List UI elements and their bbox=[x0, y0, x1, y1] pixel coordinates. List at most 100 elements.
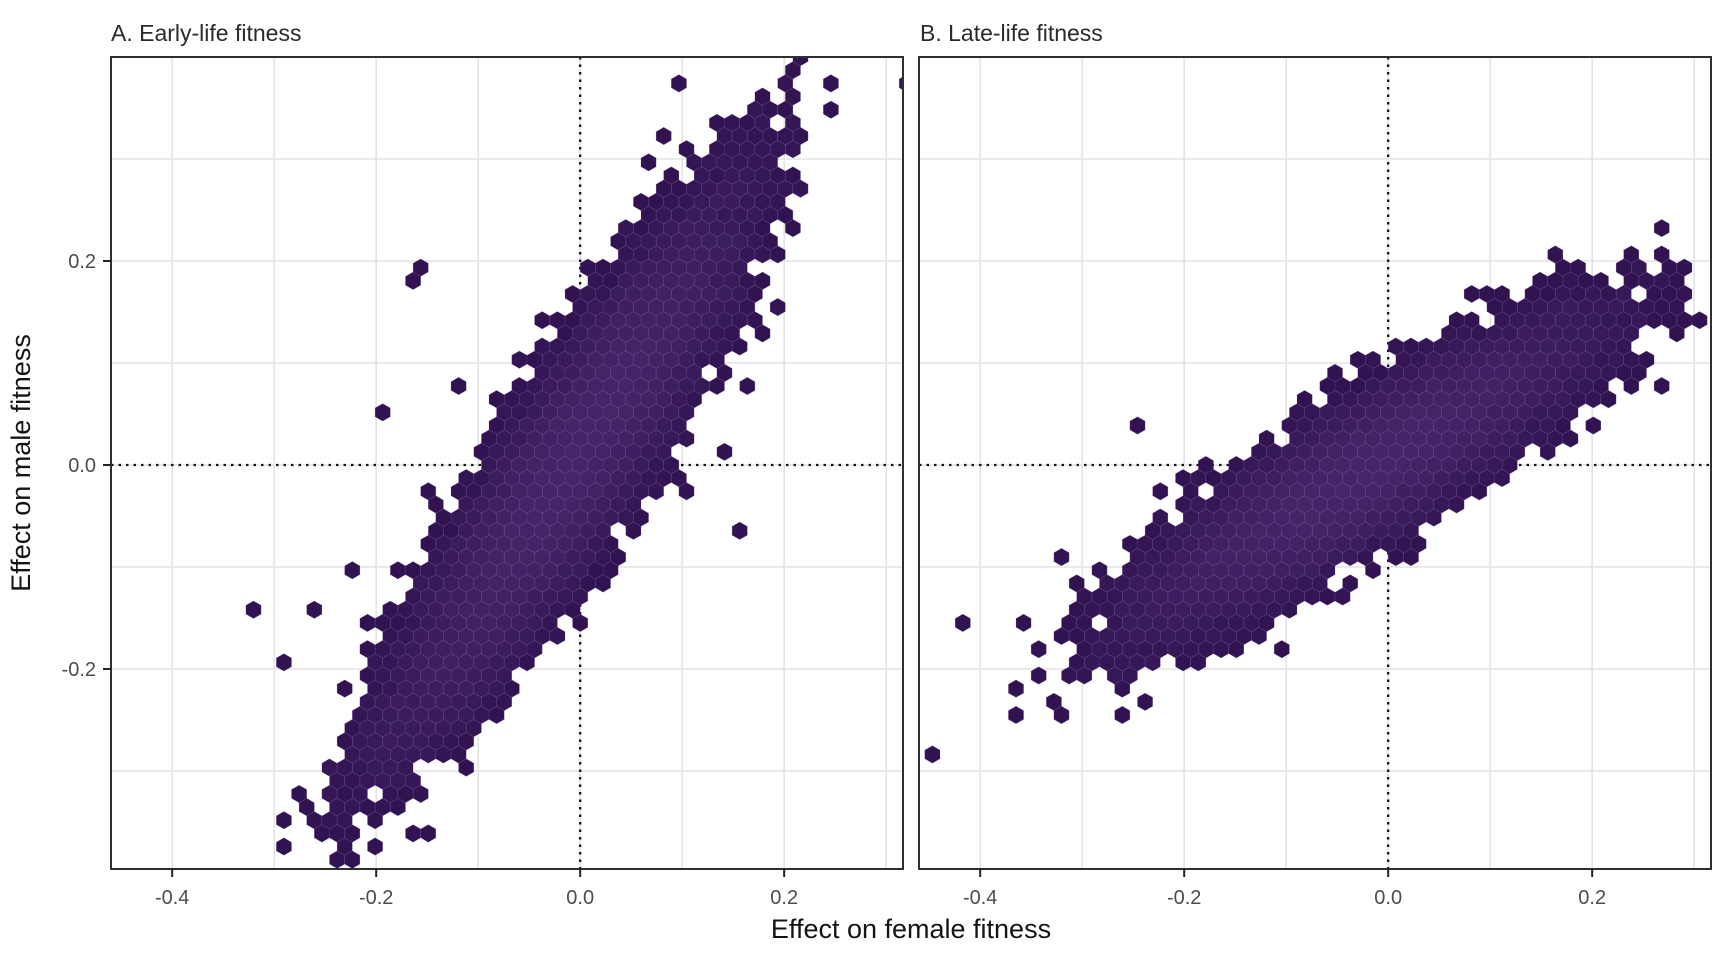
hex-cell bbox=[625, 468, 642, 488]
hex-cell bbox=[1380, 534, 1397, 554]
hex-cell bbox=[1547, 350, 1564, 369]
hex-cell bbox=[1433, 337, 1450, 356]
hex-cell bbox=[746, 126, 763, 146]
hex-cell bbox=[359, 639, 376, 659]
hex-cell bbox=[708, 139, 725, 159]
hex-cell bbox=[640, 284, 657, 304]
hex-cell bbox=[412, 784, 429, 804]
hex-cell bbox=[1395, 350, 1412, 369]
panel-border bbox=[110, 56, 904, 870]
y-axis-title: Effect on male fitness bbox=[6, 334, 36, 592]
hex-cell bbox=[670, 179, 687, 198]
hex-cell bbox=[275, 653, 292, 672]
hex-cell bbox=[1152, 482, 1169, 501]
hex-cell bbox=[1592, 350, 1609, 369]
hex-cell bbox=[678, 218, 695, 238]
hex-cell bbox=[633, 192, 649, 212]
hex-cell bbox=[1281, 600, 1298, 619]
hex-cell bbox=[822, 100, 839, 119]
hex-cell bbox=[443, 521, 459, 540]
hex-cell bbox=[1235, 626, 1252, 646]
hex-cell bbox=[754, 324, 771, 343]
hex-cell bbox=[1121, 534, 1138, 554]
hex-cell bbox=[1410, 455, 1427, 475]
hex-cell bbox=[1076, 639, 1093, 659]
hex-cell bbox=[678, 429, 695, 448]
hex-cell bbox=[1175, 653, 1192, 672]
hex-cell bbox=[427, 495, 444, 514]
hex-cell bbox=[784, 166, 801, 185]
hex-cell bbox=[663, 455, 680, 475]
hex-cell bbox=[1175, 468, 1192, 488]
hex-cell bbox=[557, 429, 573, 448]
hex-cell bbox=[1273, 639, 1290, 659]
hex-cell bbox=[708, 245, 725, 264]
hex-cell bbox=[1653, 245, 1670, 264]
hex-cell bbox=[670, 258, 687, 277]
panel-b: -0.4 -0.2 0.0 0.2 bbox=[918, 56, 1712, 909]
hex-cell bbox=[1494, 468, 1511, 488]
hex-cell bbox=[534, 311, 551, 330]
hex-cell bbox=[625, 363, 642, 383]
hex-cell bbox=[534, 337, 551, 356]
axis-ticks: -0.4 -0.2 0.0 0.2 bbox=[963, 869, 1606, 909]
hex-cell bbox=[1251, 442, 1267, 462]
hex-cell bbox=[382, 679, 399, 698]
hex-cell bbox=[686, 389, 703, 409]
hex-cell bbox=[640, 153, 657, 172]
x-tick-label: -0.4 bbox=[155, 887, 189, 909]
hex-cell bbox=[1220, 547, 1237, 567]
hex-cell bbox=[678, 482, 695, 501]
hex-cell bbox=[1319, 508, 1336, 527]
hex-cell bbox=[1349, 482, 1366, 501]
hex-cell bbox=[496, 666, 513, 685]
y-tick-label: 0.0 bbox=[68, 455, 96, 477]
hex-cell bbox=[954, 613, 971, 633]
hex-cell bbox=[1114, 705, 1131, 725]
hex-cell bbox=[739, 376, 756, 396]
hex-cell bbox=[1334, 587, 1351, 606]
hex-cell bbox=[465, 718, 482, 738]
hex-cell bbox=[1570, 389, 1587, 409]
hex-cell bbox=[1554, 416, 1571, 435]
hex-cell bbox=[450, 745, 467, 764]
hex-cell bbox=[405, 587, 422, 606]
hex-cell bbox=[784, 218, 801, 238]
hex-cell bbox=[1228, 455, 1245, 475]
hex-cell bbox=[708, 324, 725, 343]
hex-cell bbox=[405, 613, 422, 633]
hex-cell bbox=[625, 521, 642, 540]
hex-cell bbox=[1008, 679, 1024, 698]
hex-cell bbox=[1547, 245, 1564, 264]
hex-cell bbox=[579, 284, 596, 304]
hex-cell bbox=[1152, 613, 1169, 633]
hex-cell bbox=[1441, 482, 1457, 501]
hex-cell bbox=[1463, 468, 1480, 488]
hex-cell bbox=[1030, 639, 1047, 659]
hex-cell bbox=[1653, 218, 1670, 238]
x-tick-label: -0.2 bbox=[359, 887, 393, 909]
hex-cell bbox=[1547, 271, 1564, 291]
hex-cell bbox=[587, 403, 604, 422]
hex-cell bbox=[496, 692, 513, 712]
hex-cell bbox=[275, 811, 292, 830]
panel-a: -0.4 -0.2 0.0 0.2 0.2 0.0 -0.2 bbox=[62, 56, 904, 909]
hex-cell bbox=[1486, 297, 1503, 317]
hex-cell bbox=[633, 218, 649, 238]
hex-cell bbox=[1471, 324, 1488, 343]
hex-cell bbox=[1091, 561, 1108, 580]
hex-cell bbox=[313, 824, 330, 843]
hex-cell bbox=[465, 508, 482, 527]
hex-cell bbox=[1311, 442, 1328, 462]
hex-cell bbox=[777, 100, 794, 119]
hex-cell bbox=[389, 797, 406, 817]
hex-cell bbox=[1015, 613, 1032, 633]
hex-cell bbox=[670, 74, 687, 93]
hex-cell bbox=[1623, 271, 1640, 291]
hex-cell bbox=[367, 758, 384, 777]
hex-cell bbox=[1365, 561, 1381, 580]
hex-cell bbox=[519, 574, 535, 593]
hex-cell bbox=[655, 337, 672, 356]
